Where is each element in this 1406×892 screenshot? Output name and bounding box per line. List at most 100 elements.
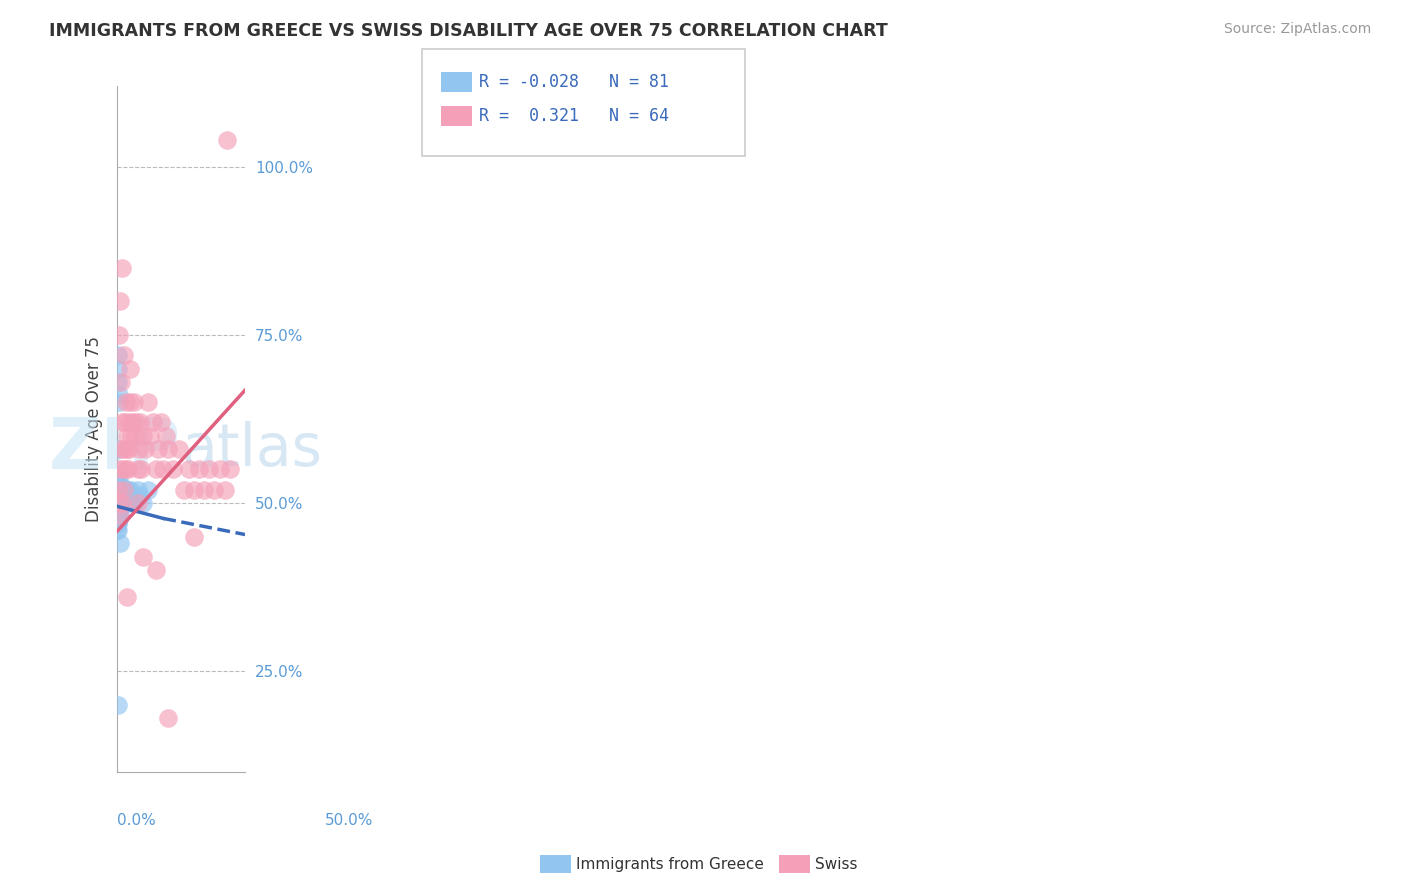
Point (108, 483, 131, 497)
Point (111, 415, 134, 429)
Point (110, 483, 132, 497)
Point (107, 475, 129, 490)
Point (118, 361, 141, 376)
Point (108, 496, 131, 510)
Point (208, 462, 231, 476)
Point (112, 348, 135, 362)
Point (157, 711, 180, 725)
Point (108, 509, 131, 524)
Point (108, 496, 131, 510)
Point (112, 496, 135, 510)
Point (128, 442, 150, 457)
Point (108, 475, 131, 490)
Point (107, 442, 129, 457)
Point (124, 429, 146, 443)
Point (115, 442, 138, 457)
Point (152, 462, 174, 476)
Point (110, 294, 132, 309)
Text: 0.0%: 0.0% (117, 813, 156, 828)
Point (145, 462, 167, 476)
Y-axis label: Disability Age Over 75: Disability Age Over 75 (86, 336, 103, 522)
Point (139, 429, 162, 443)
Point (111, 496, 134, 510)
Text: 50.0%: 50.0% (325, 813, 373, 828)
Point (167, 442, 190, 457)
Point (157, 442, 180, 457)
Point (202, 483, 225, 497)
Point (114, 462, 136, 476)
Point (145, 563, 167, 577)
Point (107, 496, 129, 510)
Point (107, 483, 129, 497)
Point (134, 442, 156, 457)
Point (117, 429, 139, 443)
Point (120, 429, 142, 443)
Point (107, 509, 129, 524)
Point (193, 483, 215, 497)
Point (162, 462, 184, 476)
Point (115, 395, 138, 409)
Point (108, 395, 131, 409)
Point (112, 489, 135, 503)
Point (107, 475, 129, 490)
Point (107, 496, 129, 510)
Point (110, 483, 132, 497)
Point (124, 496, 146, 510)
Point (107, 509, 129, 524)
Point (110, 509, 132, 524)
Text: R = -0.028   N = 81: R = -0.028 N = 81 (479, 73, 669, 91)
Point (114, 496, 136, 510)
Point (127, 496, 149, 510)
Point (110, 489, 132, 503)
Point (107, 475, 129, 490)
Point (110, 496, 132, 510)
Point (107, 523, 129, 537)
Point (107, 489, 129, 503)
Point (177, 462, 200, 476)
Point (107, 509, 129, 524)
Point (111, 496, 134, 510)
Point (108, 496, 131, 510)
Point (107, 469, 129, 483)
Point (111, 462, 134, 476)
Point (107, 483, 129, 497)
Point (107, 489, 129, 503)
Point (107, 698, 129, 712)
Point (125, 415, 148, 429)
Point (120, 483, 142, 497)
Point (108, 509, 131, 524)
Point (111, 483, 134, 497)
Text: R =  0.321   N = 64: R = 0.321 N = 64 (479, 107, 669, 125)
Point (108, 509, 131, 524)
Point (112, 483, 135, 497)
Point (107, 496, 129, 510)
Point (108, 536, 131, 550)
Point (131, 462, 153, 476)
Point (108, 496, 131, 510)
Point (127, 462, 149, 476)
Point (122, 395, 145, 409)
Point (155, 429, 177, 443)
Point (107, 516, 129, 530)
Point (146, 442, 169, 457)
Point (110, 442, 132, 457)
Point (107, 489, 129, 503)
Point (132, 549, 155, 564)
Point (107, 496, 129, 510)
Point (110, 375, 132, 389)
Point (111, 489, 134, 503)
Point (118, 415, 141, 429)
Point (111, 260, 134, 275)
Point (107, 483, 129, 497)
Point (129, 489, 152, 503)
Point (112, 442, 135, 457)
Point (108, 489, 131, 503)
Point (108, 496, 131, 510)
Text: Source: ZipAtlas.com: Source: ZipAtlas.com (1223, 22, 1371, 37)
Point (114, 415, 136, 429)
Point (117, 462, 139, 476)
Point (110, 496, 132, 510)
Point (107, 483, 129, 497)
Point (149, 415, 172, 429)
Point (107, 483, 129, 497)
